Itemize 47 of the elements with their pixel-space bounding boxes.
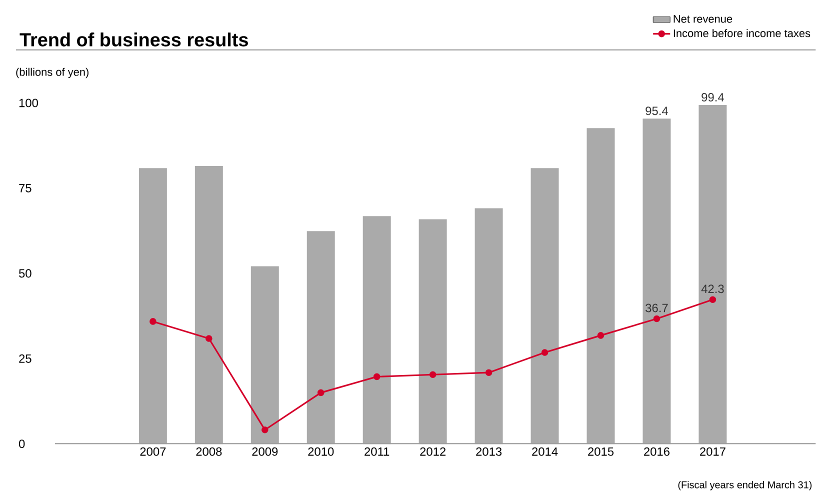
bar: [698, 105, 727, 444]
point: [541, 349, 548, 356]
y-tick-label: 25: [19, 354, 32, 363]
point: [653, 315, 660, 322]
x-tick-label: 2010: [308, 447, 334, 456]
x-tick-label: 2007: [140, 447, 166, 456]
point: [261, 426, 268, 434]
x-tick-label: 2012: [420, 447, 446, 456]
point: [709, 296, 716, 304]
x-tick-label: 2013: [476, 447, 502, 456]
bar: [138, 168, 167, 444]
data-label: 99.4: [702, 93, 724, 102]
bar: [530, 168, 559, 444]
point: [317, 389, 324, 396]
bar: [306, 231, 335, 444]
legend-label: Income before income taxes: [674, 29, 810, 38]
x-tick-label: 2011: [364, 447, 390, 456]
bar: [250, 266, 279, 444]
x-tick-label: 2016: [644, 447, 670, 456]
bar: [194, 166, 223, 444]
x-tick-label: 2009: [252, 447, 278, 456]
point: [373, 373, 380, 380]
point: [429, 371, 436, 378]
bar: [362, 216, 391, 444]
data-label: 36.7: [646, 304, 668, 312]
bar: [642, 118, 671, 444]
point: [485, 369, 492, 376]
point: [206, 335, 212, 342]
data-label: 42.3: [701, 284, 724, 294]
y-tick-label: 0: [18, 440, 25, 448]
legend-label: Net revenue: [674, 15, 732, 23]
point: [597, 332, 604, 339]
x-tick-label: 2015: [588, 447, 614, 456]
x-tick-label: 2014: [532, 447, 558, 456]
y-axis-title: (billions of yen): [16, 68, 88, 78]
bar: [418, 219, 447, 444]
point: [150, 318, 156, 325]
bar: [586, 128, 615, 444]
y-tick-label: 50: [19, 269, 32, 278]
x-tick-label: 2017: [700, 447, 726, 456]
bar: [474, 208, 503, 444]
x-tick-label: 2008: [196, 447, 222, 456]
y-tick-label: 75: [19, 184, 32, 192]
data-label: 95.4: [646, 106, 668, 116]
text: (Fiscal years ended March 31): [678, 481, 812, 490]
chart-title: Trend of business results: [20, 32, 248, 47]
y-tick-label: 100: [19, 98, 38, 108]
